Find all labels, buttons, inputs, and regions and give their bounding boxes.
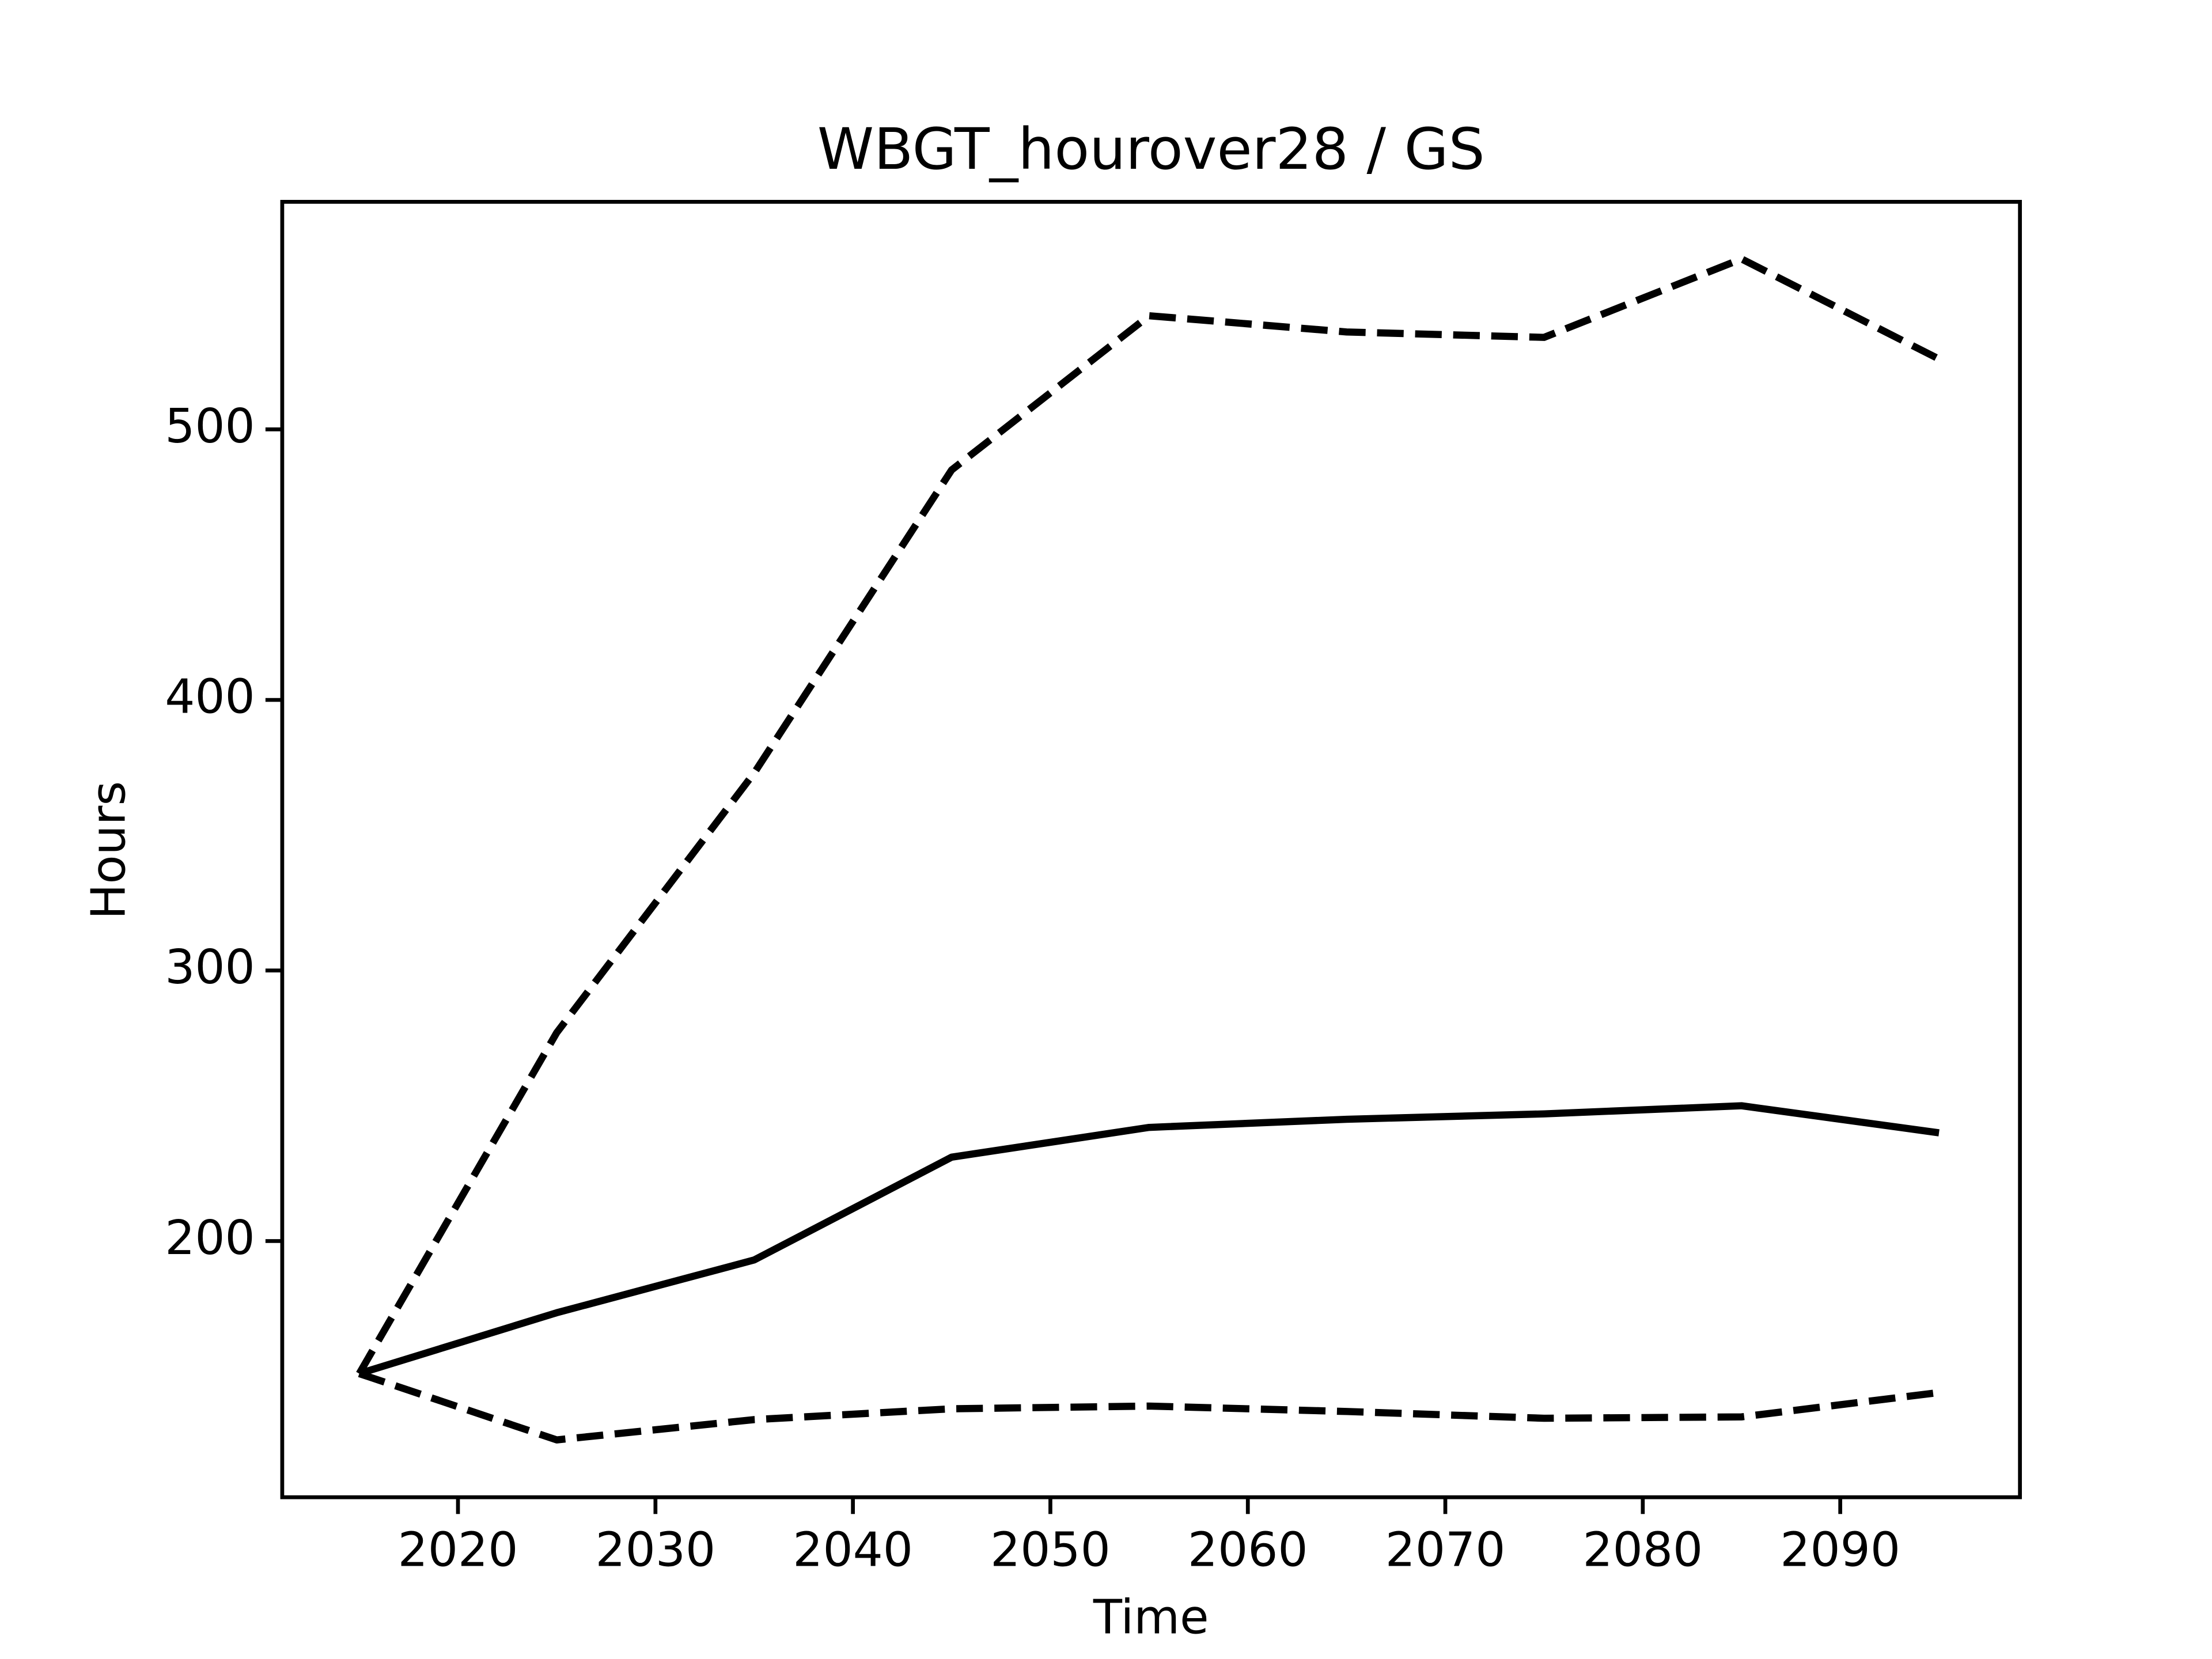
line-series <box>358 1370 1940 1444</box>
y-tick-label: 400 <box>165 670 255 725</box>
x-tick-label: 2050 <box>990 1523 1111 1578</box>
y-tick-label: 200 <box>165 1211 255 1266</box>
x-tick-label: 2020 <box>398 1523 518 1578</box>
x-tick-label: 2060 <box>1188 1523 1308 1578</box>
x-axis-label: Time <box>1093 1590 1209 1645</box>
x-tick-label: 2080 <box>1583 1523 1703 1578</box>
x-tick-label: 2030 <box>595 1523 715 1578</box>
x-tick-label: 2040 <box>793 1523 913 1578</box>
x-tick-label: 2090 <box>1780 1523 1900 1578</box>
y-tick-label: 500 <box>165 399 255 454</box>
chart-title: WBGT_hourover28 / GS <box>817 116 1485 183</box>
y-axis-label: Hours <box>82 781 137 919</box>
plot-frame <box>280 200 2022 1499</box>
y-tick-label: 300 <box>165 940 255 995</box>
line-series <box>356 255 1941 1376</box>
x-tick-label: 2070 <box>1385 1523 1506 1578</box>
line-series <box>358 1102 1940 1377</box>
